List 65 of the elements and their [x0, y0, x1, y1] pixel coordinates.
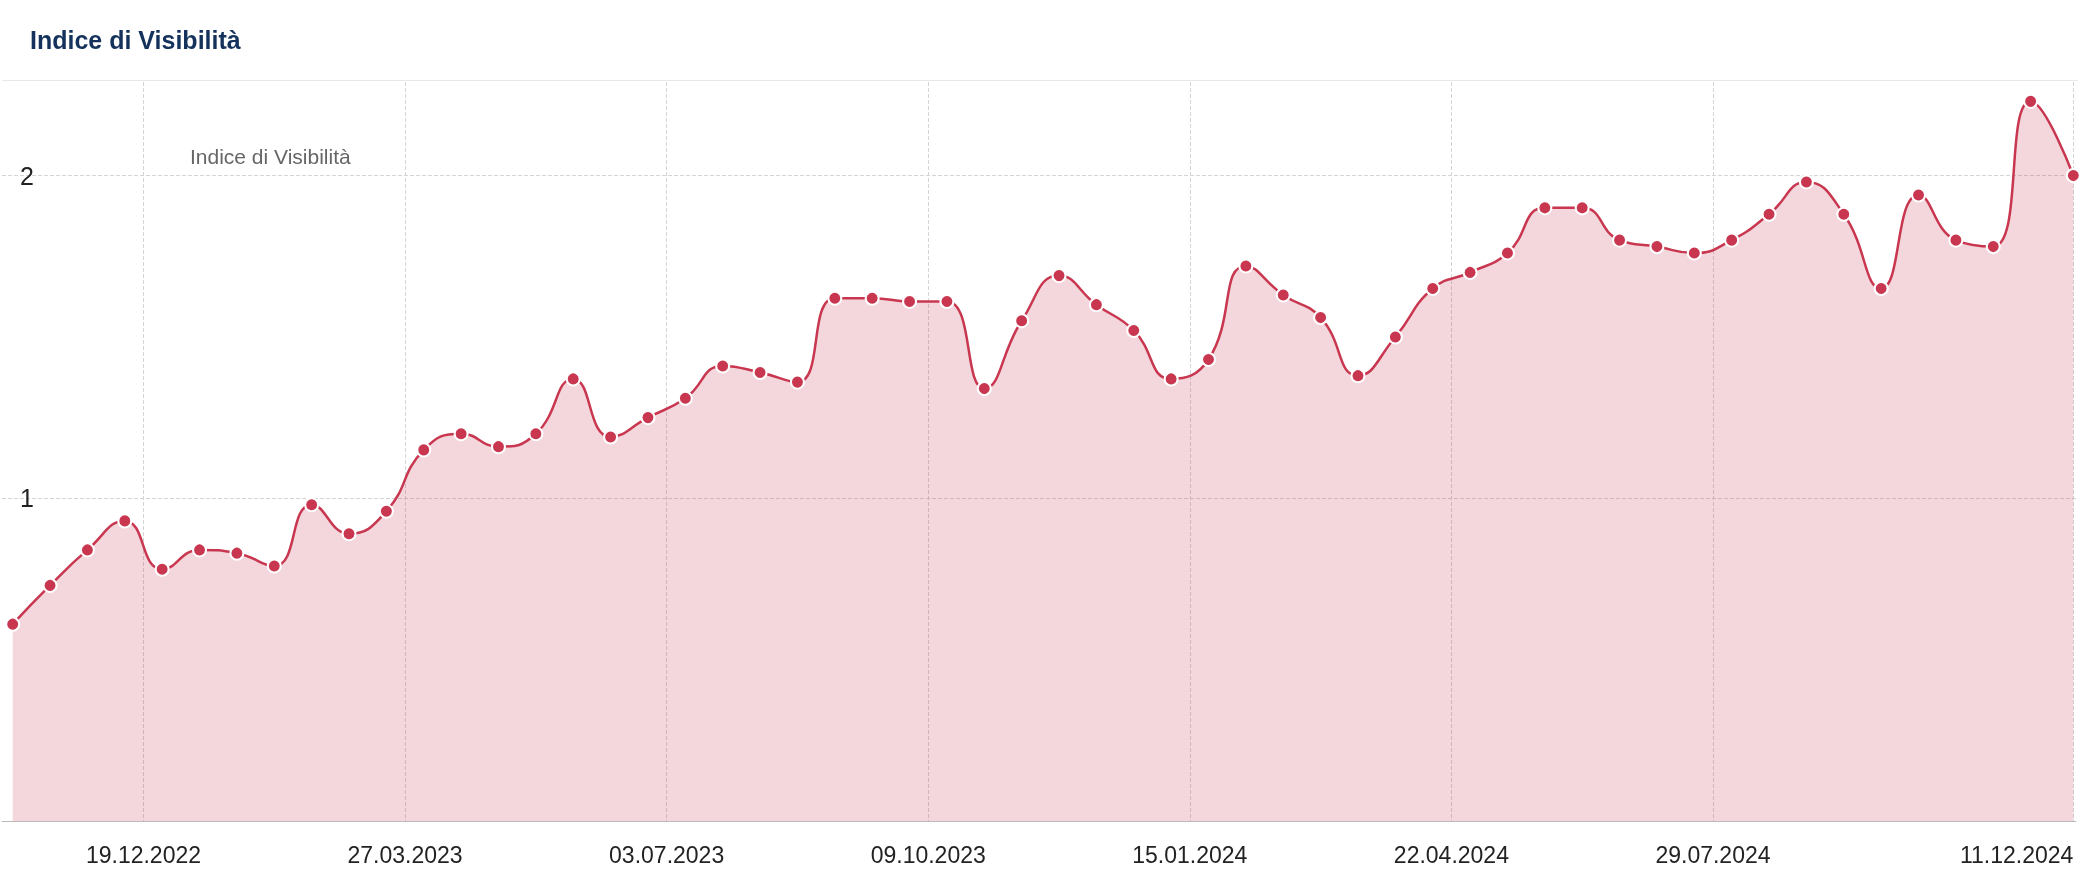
point: [2065, 168, 2080, 184]
point: [1462, 264, 1478, 280]
x-tick-label: 22.04.2024: [1393, 841, 1510, 868]
point: [640, 410, 656, 426]
point: [1425, 281, 1441, 297]
point: [5, 616, 21, 632]
x-tick-label: 19.12.2022: [85, 841, 202, 868]
point: [79, 542, 95, 558]
point: [528, 426, 544, 442]
x-tick-label: 03.07.2023: [609, 841, 725, 868]
point: [1126, 322, 1142, 338]
x-tick-label: 29.07.2024: [1655, 841, 1771, 868]
point: [565, 371, 581, 387]
point: [1612, 232, 1628, 248]
point: [453, 426, 469, 442]
point: [341, 526, 357, 542]
text: Indice di Visibilità: [190, 145, 352, 168]
point: [1985, 239, 2001, 255]
point: [229, 545, 245, 561]
point: [789, 374, 805, 390]
point: [1088, 297, 1104, 313]
point: [266, 558, 282, 574]
point: [2023, 93, 2039, 109]
point: [1537, 200, 1553, 216]
point: [1649, 239, 1665, 255]
point: [1163, 371, 1179, 387]
point: [154, 561, 170, 577]
point: [1201, 352, 1216, 368]
point: [827, 290, 843, 306]
x-tick-label: 27.03.2023: [347, 841, 463, 868]
point: [1275, 287, 1291, 303]
point: [416, 442, 432, 458]
point: [1686, 245, 1702, 261]
chart-title: Indice di Visibilità: [30, 26, 241, 55]
point: [1911, 187, 1927, 203]
point: [1387, 329, 1403, 345]
point: [1761, 206, 1777, 222]
point: [1948, 232, 1964, 248]
point: [378, 503, 394, 519]
point: [490, 439, 506, 455]
point: [1836, 206, 1852, 222]
point: [42, 577, 58, 593]
y-tick-label: 1: [20, 484, 34, 513]
point: [1350, 368, 1366, 384]
x-tick-label: 15.01.2024: [1132, 841, 1248, 868]
point: [1574, 200, 1590, 216]
point: [1014, 313, 1030, 329]
point: [1499, 245, 1515, 261]
point: [715, 358, 731, 374]
point: [603, 429, 619, 445]
x-tick-label: 09.10.2023: [870, 841, 986, 868]
point: [1313, 310, 1329, 326]
x-tick-label: 11.12.2024: [1959, 841, 2074, 868]
point: [117, 513, 133, 529]
point: [677, 390, 693, 406]
point: [1873, 281, 1889, 297]
point: [864, 290, 880, 306]
point: [1238, 258, 1254, 274]
point: [1051, 268, 1067, 284]
point: [192, 542, 208, 558]
point: [1798, 174, 1814, 190]
y-tick-label: 2: [20, 161, 34, 190]
point: [1724, 232, 1740, 248]
point: [304, 497, 320, 513]
point: [976, 381, 992, 397]
